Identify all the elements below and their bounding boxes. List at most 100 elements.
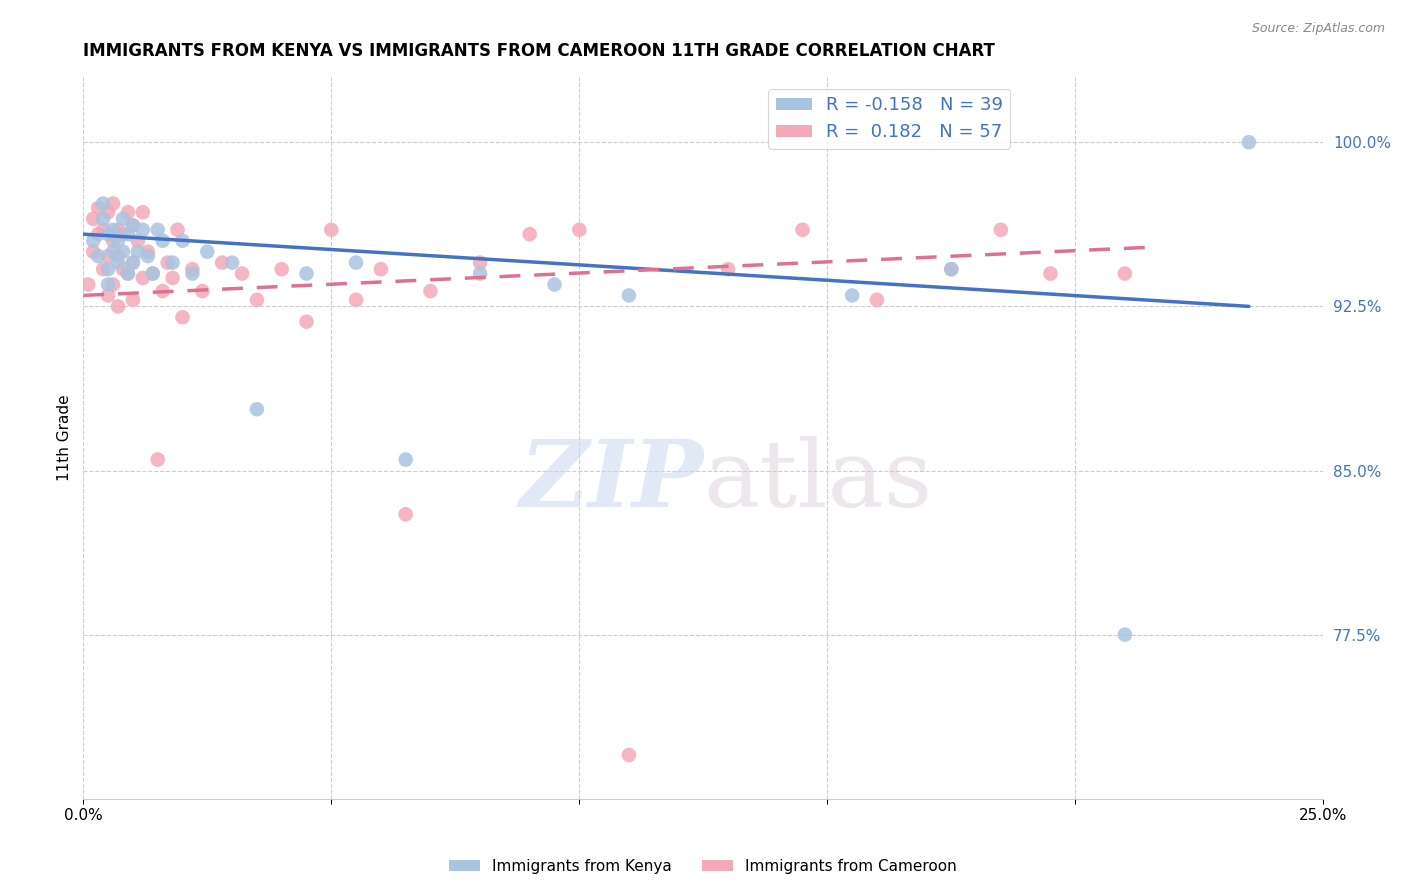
- Point: [941, 262, 963, 277]
- Point: [519, 227, 541, 242]
- Point: [246, 402, 269, 417]
- Point: [841, 288, 863, 302]
- Point: [156, 255, 179, 269]
- Point: [166, 223, 188, 237]
- Point: [77, 277, 100, 292]
- Point: [97, 205, 120, 219]
- Point: [127, 244, 149, 259]
- Text: IMMIGRANTS FROM KENYA VS IMMIGRANTS FROM CAMEROON 11TH GRADE CORRELATION CHART: IMMIGRANTS FROM KENYA VS IMMIGRANTS FROM…: [83, 42, 995, 60]
- Point: [468, 255, 491, 269]
- Point: [162, 271, 184, 285]
- Point: [792, 223, 814, 237]
- Point: [82, 211, 104, 226]
- Point: [617, 288, 640, 302]
- Point: [152, 284, 174, 298]
- Point: [344, 255, 367, 269]
- Point: [231, 267, 253, 281]
- Point: [395, 452, 418, 467]
- Point: [132, 271, 155, 285]
- Point: [146, 223, 169, 237]
- Point: [117, 267, 139, 281]
- Point: [321, 223, 343, 237]
- Point: [142, 267, 165, 281]
- Point: [1114, 627, 1136, 641]
- Point: [181, 262, 204, 277]
- Point: [122, 255, 145, 269]
- Point: [270, 262, 292, 277]
- Point: [142, 267, 165, 281]
- Point: [91, 223, 114, 237]
- Point: [111, 211, 134, 226]
- Point: [107, 223, 129, 237]
- Point: [91, 211, 114, 226]
- Point: [162, 255, 184, 269]
- Point: [941, 262, 963, 277]
- Point: [101, 223, 124, 237]
- Point: [1039, 267, 1062, 281]
- Legend: Immigrants from Kenya, Immigrants from Cameroon: Immigrants from Kenya, Immigrants from C…: [443, 853, 963, 880]
- Point: [1114, 267, 1136, 281]
- Text: atlas: atlas: [703, 436, 932, 526]
- Point: [295, 315, 318, 329]
- Point: [717, 262, 740, 277]
- Legend: R = -0.158   N = 39, R =  0.182   N = 57: R = -0.158 N = 39, R = 0.182 N = 57: [769, 89, 1011, 149]
- Point: [172, 310, 194, 325]
- Point: [617, 747, 640, 762]
- Point: [395, 508, 418, 522]
- Point: [91, 262, 114, 277]
- Point: [191, 284, 214, 298]
- Point: [370, 262, 392, 277]
- Point: [246, 293, 269, 307]
- Point: [1237, 135, 1260, 149]
- Point: [181, 267, 204, 281]
- Point: [127, 234, 149, 248]
- Point: [122, 255, 145, 269]
- Point: [419, 284, 441, 298]
- Point: [97, 277, 120, 292]
- Point: [111, 262, 134, 277]
- Point: [136, 244, 159, 259]
- Point: [146, 452, 169, 467]
- Point: [101, 234, 124, 248]
- Point: [91, 196, 114, 211]
- Point: [82, 234, 104, 248]
- Point: [211, 255, 233, 269]
- Point: [866, 293, 889, 307]
- Point: [132, 223, 155, 237]
- Point: [97, 262, 120, 277]
- Point: [122, 293, 145, 307]
- Point: [111, 227, 134, 242]
- Point: [97, 288, 120, 302]
- Point: [87, 201, 110, 215]
- Point: [97, 227, 120, 242]
- Point: [152, 234, 174, 248]
- Text: ZIP: ZIP: [519, 436, 703, 526]
- Point: [111, 244, 134, 259]
- Point: [344, 293, 367, 307]
- Point: [82, 244, 104, 259]
- Point: [132, 205, 155, 219]
- Point: [107, 299, 129, 313]
- Point: [568, 223, 591, 237]
- Point: [136, 249, 159, 263]
- Point: [122, 219, 145, 233]
- Point: [107, 234, 129, 248]
- Point: [990, 223, 1012, 237]
- Point: [543, 277, 565, 292]
- Point: [117, 205, 139, 219]
- Point: [101, 244, 124, 259]
- Point: [87, 249, 110, 263]
- Text: Source: ZipAtlas.com: Source: ZipAtlas.com: [1251, 22, 1385, 36]
- Point: [468, 267, 491, 281]
- Point: [122, 219, 145, 233]
- Point: [295, 267, 318, 281]
- Point: [117, 267, 139, 281]
- Point: [107, 249, 129, 263]
- Point: [87, 227, 110, 242]
- Point: [221, 255, 243, 269]
- Y-axis label: 11th Grade: 11th Grade: [58, 394, 72, 481]
- Point: [107, 255, 129, 269]
- Point: [117, 227, 139, 242]
- Point: [172, 234, 194, 248]
- Point: [97, 249, 120, 263]
